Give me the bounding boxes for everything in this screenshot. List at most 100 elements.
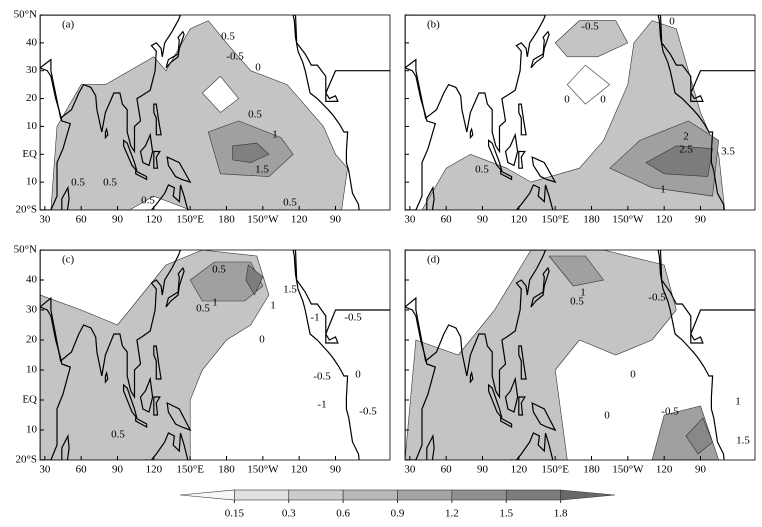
map-panel: (a) 0.5 -0.5 0 0.5 1 1.5 0.5 0.5 0.5 0.5 30 60 90 120 1… xyxy=(14,9,391,226)
contour-label: 1.5 xyxy=(736,435,750,447)
contour-label: 0 xyxy=(259,334,265,346)
x-tick-label: 150°W xyxy=(612,214,644,226)
coastline xyxy=(153,345,162,380)
x-tick-label: 120 xyxy=(656,214,673,226)
map-area xyxy=(405,250,755,460)
x-tick-label: 150°E xyxy=(176,464,204,476)
coastline xyxy=(40,250,72,460)
coastline xyxy=(104,127,109,140)
map-area xyxy=(40,250,390,460)
shading xyxy=(245,264,264,296)
coastline xyxy=(531,401,557,432)
shading xyxy=(566,64,611,105)
panel-label: (c) xyxy=(62,254,75,266)
contour-label: 0.5 xyxy=(103,177,117,189)
x-tick-label: 120 xyxy=(511,214,528,226)
x-tick-label: 120 xyxy=(656,464,673,476)
coastline xyxy=(166,401,192,432)
contour-label: 0.5 xyxy=(196,303,210,315)
contour-label: -1 xyxy=(317,399,326,411)
coastline xyxy=(518,345,527,380)
map-panel: (c)0.510.5 11.5-1 -0.500-0.5-1-0.50.530 60 9… xyxy=(14,244,391,476)
coastline xyxy=(405,250,547,400)
colorbar-tick-label: 1.8 xyxy=(554,508,568,520)
colorbar-extend xyxy=(560,489,616,501)
contour-label: 2.5 xyxy=(679,144,693,156)
contour-label: 0 xyxy=(604,410,610,422)
contour-label: -0.5 xyxy=(226,51,244,63)
contour-label: 0.5 xyxy=(141,195,155,207)
map-area xyxy=(40,15,390,210)
x-tick-label: 120 xyxy=(291,214,308,226)
x-tick-label: 180 xyxy=(583,464,600,476)
coastline xyxy=(135,416,148,429)
coastline xyxy=(166,156,192,184)
map-area xyxy=(405,15,755,210)
coastline xyxy=(518,103,527,136)
contour-label: 0 xyxy=(255,62,261,74)
shading xyxy=(645,145,713,177)
coastline xyxy=(145,432,189,460)
contour-label: 0 xyxy=(600,94,606,106)
contour-label: -0.5 xyxy=(648,292,666,304)
y-tick-label: 30 xyxy=(26,304,38,316)
y-tick-label: 10 xyxy=(26,364,38,376)
y-tick-label: 10 xyxy=(26,424,38,436)
contour-label: -0.5 xyxy=(359,406,377,418)
coastline xyxy=(165,30,185,69)
coastline xyxy=(657,15,755,210)
contour-label: 1 xyxy=(272,129,278,141)
x-tick-label: 180 xyxy=(218,464,235,476)
coastline xyxy=(405,15,547,154)
colorbar-box xyxy=(505,489,561,501)
panel-label: (d) xyxy=(427,254,440,266)
coastline xyxy=(657,250,755,460)
x-tick-label: 90 xyxy=(477,214,489,226)
x-tick-label: 30 xyxy=(39,464,51,476)
contour-label: 0 xyxy=(564,94,570,106)
contour-label: -1 xyxy=(310,312,319,324)
x-tick-label: 90 xyxy=(477,464,489,476)
y-tick-label: 40 xyxy=(26,36,38,48)
contour-label: 1 xyxy=(212,297,218,309)
contour-label: -0.5 xyxy=(661,406,679,418)
coastline xyxy=(530,30,550,69)
coastline xyxy=(139,132,154,167)
shading xyxy=(548,255,605,287)
shading xyxy=(189,261,264,302)
contour-label: 2 xyxy=(683,131,689,143)
coastline xyxy=(40,250,182,400)
y-tick-label: 20°S xyxy=(15,454,37,466)
x-tick-label: 90 xyxy=(330,214,342,226)
contour-label: -0.5 xyxy=(344,312,362,324)
colorbar-box xyxy=(288,489,344,501)
contour-label: 1.5 xyxy=(283,284,297,296)
coastline xyxy=(504,376,519,413)
colorbar-box xyxy=(342,489,398,501)
contour-label: 0.5 xyxy=(475,164,489,176)
coastline xyxy=(405,15,437,210)
x-tick-label: 90 xyxy=(695,214,707,226)
y-tick-label: 30 xyxy=(26,64,38,76)
x-tick-label: 60 xyxy=(76,214,88,226)
coastline xyxy=(153,103,162,136)
x-tick-label: 30 xyxy=(404,464,416,476)
y-tick-label: 10 xyxy=(26,120,38,132)
x-tick-label: 180 xyxy=(583,214,600,226)
contour-label: 0.5 xyxy=(221,31,235,43)
x-tick-label: 150°E xyxy=(176,214,204,226)
coastline xyxy=(510,432,554,460)
contour-label: 0.5 xyxy=(283,197,297,209)
panel-frame xyxy=(39,14,391,211)
contour-label: 1 xyxy=(270,300,276,312)
coastline xyxy=(469,127,474,140)
coastline xyxy=(518,396,526,416)
x-tick-label: 60 xyxy=(441,464,453,476)
contour-label: 0.5 xyxy=(111,429,125,441)
x-tick-label: 90 xyxy=(112,464,124,476)
coastline xyxy=(40,15,72,210)
coastline xyxy=(165,266,185,308)
contour-label: 0 xyxy=(630,369,636,381)
x-tick-label: 120 xyxy=(146,214,163,226)
y-tick-label: EQ xyxy=(22,148,37,160)
